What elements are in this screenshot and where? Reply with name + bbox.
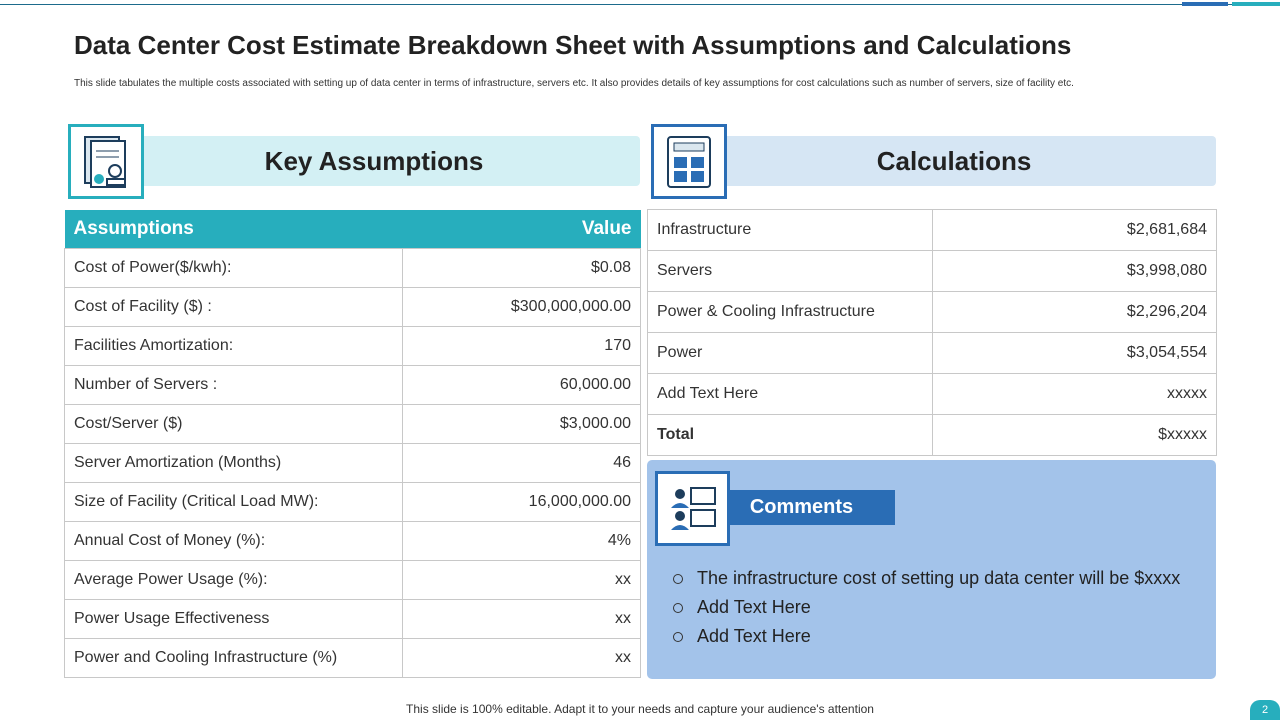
title: Data Center Cost Estimate Breakdown Shee…: [74, 30, 1072, 60]
bullet: [673, 631, 683, 642]
cell: Facilities Amortization:: [64, 325, 403, 366]
calculations-table: Infrastructure $2,681,684 Servers $3,998,08…: [647, 209, 1217, 456]
cell: Average Power Usage (%):: [64, 559, 403, 600]
icon: [651, 124, 727, 199]
row: Annual Cost of Money (%): 4%: [64, 520, 641, 561]
row: Cost/Server ($) $3,000.00: [64, 403, 641, 444]
cell: Servers: [647, 250, 933, 292]
row: Average Power Usage (%): xx: [64, 559, 641, 600]
cell: $0.08: [402, 247, 641, 288]
row: Power & Cooling Infrastructure $2,296,204: [647, 291, 1217, 333]
row: Power Usage Effectiveness xx: [64, 598, 641, 639]
accent: [1232, 2, 1280, 6]
comment-text: Add Text Here: [697, 626, 811, 646]
row: Cost of Facility ($) : $300,000,000.00: [64, 286, 641, 327]
header-row: Assumptions Value: [64, 210, 641, 248]
comment-text: Add Text Here: [697, 597, 811, 617]
cell: Power & Cooling Infrastructure: [647, 291, 933, 333]
row: Size of Facility (Critical Load MW): 16,0…: [64, 481, 641, 522]
header-box: [651, 136, 1216, 186]
footer: This slide is 100% editable. Adapt it to…: [406, 702, 874, 716]
cell: xx: [402, 559, 641, 600]
cell: Infrastructure: [647, 209, 933, 251]
cell: xx: [402, 637, 641, 678]
row: Total $xxxxx: [647, 414, 1217, 456]
cell: 170: [402, 325, 641, 366]
cell: $xxxxx: [932, 414, 1217, 456]
comments-heading: Comments: [749, 496, 854, 518]
cell: Power and Cooling Infrastructure (%): [64, 637, 403, 678]
cell: $2,296,204: [932, 291, 1217, 333]
row: Cost of Power($/kwh): $0.08: [64, 247, 641, 288]
icon: [655, 471, 730, 546]
comment-list: The infrastructure cost of setting up da…: [673, 564, 1180, 651]
cell: 4%: [402, 520, 641, 561]
cell: Total: [647, 414, 933, 456]
cell: Power Usage Effectiveness: [64, 598, 403, 639]
top-rule: [0, 4, 1280, 5]
cell: $2,681,684: [932, 209, 1217, 251]
bullet: [673, 573, 683, 584]
row: Facilities Amortization: 170: [64, 325, 641, 366]
bullet: [673, 602, 683, 613]
cell: Number of Servers :: [64, 364, 403, 405]
assumptions-table: Assumptions Value Cost of Power($/kwh): $0.…: [64, 210, 641, 678]
cell: 46: [402, 442, 641, 483]
comment-item: Add Text Here: [673, 622, 1180, 651]
cell: Server Amortization (Months): [64, 442, 403, 483]
comment-text: The infrastructure cost of setting up da…: [697, 568, 1181, 588]
row: Add Text Here xxxxx: [647, 373, 1217, 415]
cell: Size of Facility (Critical Load MW):: [64, 481, 403, 522]
cell: $3,000.00: [402, 403, 641, 444]
cell: xx: [402, 598, 641, 639]
row: Infrastructure $2,681,684: [647, 209, 1217, 251]
accent: [1182, 2, 1228, 6]
row: Power $3,054,554: [647, 332, 1217, 374]
row: Number of Servers :60,000.00: [64, 364, 641, 405]
cell: Power: [647, 332, 933, 374]
cell: $3,054,554: [932, 332, 1217, 374]
cell: Cost/Server ($): [64, 403, 403, 444]
comment-item: Add Text Here: [673, 593, 1180, 622]
cell: Cost of Power($/kwh):: [64, 247, 403, 288]
row: Servers $3,998,080: [647, 250, 1217, 292]
column-header: Value: [581, 217, 632, 239]
cell: 16,000,000.00: [402, 481, 641, 522]
subtitle: This slide tabulates the multiple costs …: [74, 78, 1074, 89]
header-box: [68, 136, 640, 186]
page-number: 2: [1250, 700, 1280, 720]
cell: Cost of Facility ($) :: [64, 286, 403, 327]
cell: xxxxx: [932, 373, 1217, 415]
comments-bar: [700, 490, 895, 525]
heading: Calculations: [876, 146, 1032, 176]
row: Server Amortization (Months) 46: [64, 442, 641, 483]
comment-item: The infrastructure cost of setting up da…: [673, 564, 1180, 593]
cell: 60,000.00: [402, 364, 641, 405]
cell: $3,998,080: [932, 250, 1217, 292]
column-header: Assumptions: [73, 217, 194, 239]
cell: Annual Cost of Money (%):: [64, 520, 403, 561]
cell: $300,000,000.00: [402, 286, 641, 327]
cell: Add Text Here: [647, 373, 933, 415]
row: Power and Cooling Infrastructure (%) xx: [64, 637, 641, 678]
icon: [68, 124, 144, 199]
heading: Key Assumptions: [264, 146, 484, 176]
